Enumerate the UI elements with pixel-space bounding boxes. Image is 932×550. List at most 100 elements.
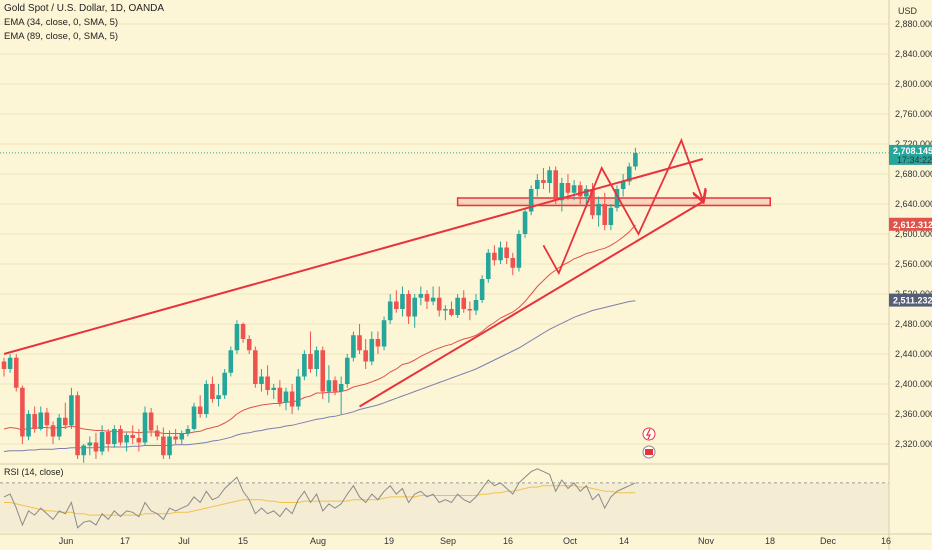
candle-body: [216, 395, 221, 399]
candle-body: [332, 380, 338, 392]
price-tick-label: 2,320.000: [895, 439, 932, 449]
bar-countdown: 17:34:22: [897, 155, 932, 165]
candle-body: [369, 339, 375, 362]
candle-body: [308, 354, 313, 369]
trendline: [359, 200, 704, 408]
candle-body: [449, 309, 454, 315]
candle-body: [492, 252, 497, 261]
candle-body: [69, 395, 74, 426]
candle-body: [240, 324, 246, 339]
candle-body: [253, 350, 258, 384]
time-tick-label: Sep: [440, 536, 456, 546]
candle-body: [63, 417, 68, 426]
candle-body: [633, 153, 638, 167]
candle-body: [271, 387, 277, 390]
ema-price-label: 2,612.312: [893, 220, 932, 230]
candle-body: [455, 297, 460, 315]
candle-body: [93, 442, 99, 452]
candle-body: [430, 297, 436, 302]
candle-body: [210, 384, 215, 399]
time-tick-label: 19: [384, 536, 394, 546]
time-tick-label: 16: [503, 536, 513, 546]
dividend-event-icon[interactable]: [642, 427, 656, 441]
candle-body: [608, 207, 614, 225]
price-tick-label: 2,560.000: [895, 259, 932, 269]
price-tick-label: 2,600.000: [895, 229, 932, 239]
candle-body: [228, 350, 234, 373]
candle-body: [234, 324, 240, 351]
candle-body: [620, 181, 626, 189]
candle-body: [406, 294, 411, 317]
price-tick-label: 2,840.000: [895, 49, 932, 59]
ema89-legend[interactable]: EMA (89, close, 0, SMA, 5): [4, 31, 119, 42]
time-tick-label: Aug: [310, 536, 326, 546]
candle-body: [338, 384, 344, 392]
candle-body: [626, 166, 632, 182]
candle-body: [498, 247, 503, 261]
ema-lines: [3, 224, 636, 452]
candle-body: [363, 350, 368, 362]
candle-body: [161, 436, 166, 456]
rsi-legend[interactable]: RSI (14, close): [4, 467, 64, 477]
candle-body: [473, 300, 479, 311]
time-tick-label: Dec: [820, 536, 837, 546]
time-axis: Jun 17 Jul 15 Aug 19 Sep 16 Oct 14 Nov 18 Dec 16: [0, 533, 932, 546]
candle-body: [283, 391, 289, 403]
candle-body: [191, 406, 197, 429]
us-flag-icon: [645, 449, 653, 455]
candle-body: [528, 189, 534, 212]
price-gridlines: [0, 23, 889, 445]
candle-body: [154, 430, 160, 437]
candle-body: [112, 429, 117, 444]
candle-body: [590, 189, 595, 216]
time-tick-label: Nov: [698, 536, 715, 546]
candle-body: [344, 357, 350, 384]
candle-body: [246, 339, 252, 351]
trendline: [3, 158, 704, 355]
candle-body: [314, 350, 319, 369]
candle-body: [412, 297, 418, 317]
candle-body: [130, 435, 136, 438]
price-tick-label: 2,680.000: [895, 169, 932, 179]
price-tick-label: 2,720.000: [895, 139, 932, 149]
candle-body: [584, 189, 589, 197]
candle-body: [7, 357, 13, 369]
candle-body: [357, 335, 362, 351]
candle-body: [44, 412, 50, 426]
candle-body: [320, 350, 326, 392]
candle-body: [516, 234, 522, 268]
candle-body: [577, 185, 583, 197]
rsi-pane: 80.0060.0040.0069.9463.23: [0, 463, 932, 532]
candle-body: [124, 435, 129, 443]
event-icons[interactable]: [642, 427, 656, 459]
ema-price-tag: [889, 293, 932, 307]
candle-body: [203, 384, 209, 414]
candle-body: [553, 170, 558, 201]
candle-body: [596, 204, 601, 216]
price-tick-label: 2,880.000: [895, 19, 932, 29]
ema-price-label: 2,511.232: [893, 296, 932, 306]
candle-body: [375, 339, 381, 347]
candle-body: [436, 297, 442, 311]
candle-body: [118, 429, 123, 443]
candle-body: [105, 432, 111, 444]
candle-body: [81, 445, 86, 456]
currency-label[interactable]: USD: [898, 6, 918, 16]
time-tick-label: 14: [619, 536, 629, 546]
time-tick-label: Jun: [59, 536, 74, 546]
time-tick-label: Oct: [563, 536, 578, 546]
candle-body: [504, 247, 509, 258]
candle-body: [136, 438, 142, 443]
ema89-line: [3, 300, 636, 452]
candle-body: [75, 395, 80, 456]
ema34-line: [3, 224, 636, 434]
candle-body: [13, 357, 19, 388]
current-price-label: 2,708.145: [893, 146, 932, 156]
ema34-legend[interactable]: EMA (34, close, 0, SMA, 5): [4, 17, 119, 28]
candle-body: [1, 361, 7, 369]
candle-body: [222, 372, 227, 396]
price-tick-label: 2,400.000: [895, 379, 932, 389]
lightning-icon: [646, 428, 651, 440]
rsi-line: [3, 468, 636, 529]
